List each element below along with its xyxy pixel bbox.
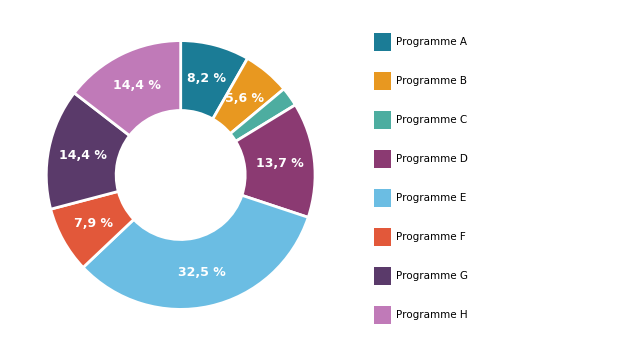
Text: 7,9 %: 7,9 % [74, 217, 113, 230]
Text: 13,7 %: 13,7 % [255, 157, 303, 170]
Wedge shape [231, 89, 295, 141]
Text: Programme G: Programme G [396, 271, 468, 281]
Wedge shape [74, 41, 181, 135]
Wedge shape [46, 93, 130, 209]
Text: Programme F: Programme F [396, 232, 465, 242]
Text: 14,4 %: 14,4 % [59, 149, 107, 162]
Text: Programme B: Programme B [396, 76, 467, 86]
Wedge shape [50, 191, 134, 267]
Text: 8,2 %: 8,2 % [187, 72, 226, 85]
Wedge shape [235, 105, 315, 217]
Text: Programme C: Programme C [396, 115, 467, 125]
Wedge shape [212, 58, 284, 134]
Text: Programme D: Programme D [396, 154, 467, 164]
Wedge shape [181, 41, 247, 119]
Text: Programme A: Programme A [396, 37, 467, 47]
Text: Programme H: Programme H [396, 310, 467, 320]
Text: 5,6 %: 5,6 % [225, 92, 264, 105]
Text: 32,5 %: 32,5 % [178, 266, 226, 279]
Text: 14,4 %: 14,4 % [113, 79, 161, 92]
Wedge shape [83, 195, 308, 309]
Text: Programme E: Programme E [396, 193, 466, 203]
